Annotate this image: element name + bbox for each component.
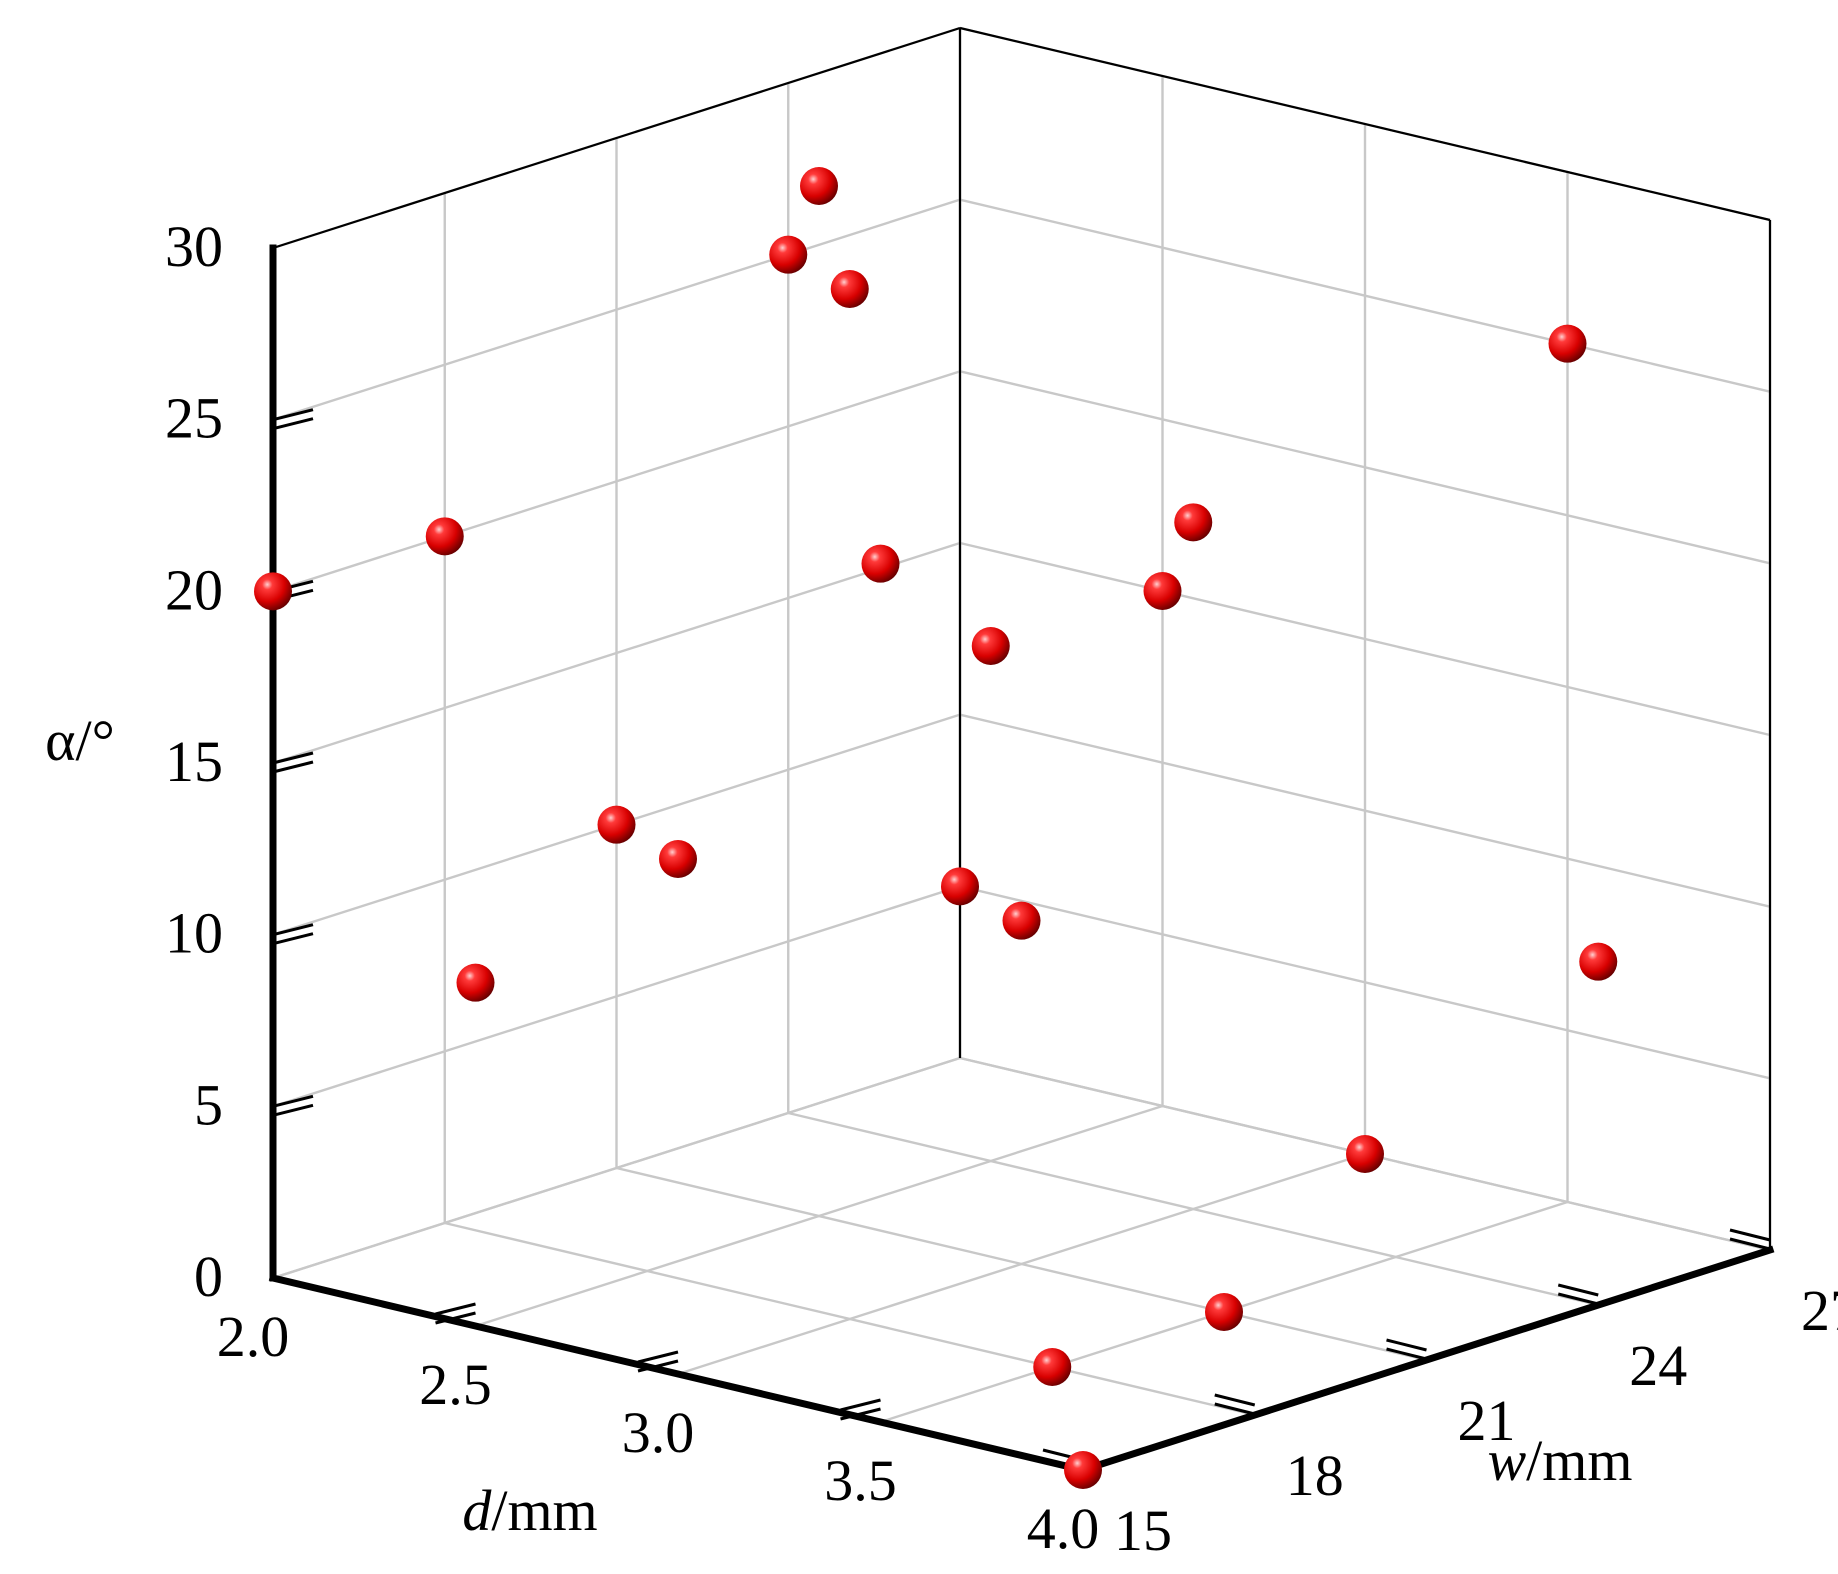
data-point-sphere: [941, 867, 979, 906]
d-tick-label: 3.0: [622, 1400, 695, 1465]
alpha-tick-label: 20: [165, 557, 223, 622]
data-point-sphere: [659, 840, 697, 878]
data-point-sphere: [456, 963, 495, 1002]
w-axis-title: w/mm: [1487, 1428, 1632, 1493]
w-tick: [1729, 1237, 1771, 1251]
labels-layer: 0510152025302.02.53.03.54.01518212427α/°…: [45, 214, 1838, 1563]
alpha-axis-title: α/°: [45, 708, 115, 773]
gridline-backwall-alpha: [959, 541, 1771, 737]
d-tick: [840, 1398, 881, 1412]
data-point-sphere: [1174, 503, 1213, 542]
data-point-sphere: [830, 270, 869, 308]
data-point-sphere: [1548, 324, 1587, 363]
data-point-sphere: [254, 572, 292, 611]
w-tick-label: 24: [1629, 1333, 1687, 1398]
d-axis-title: d/mm: [462, 1478, 597, 1543]
data-point-sphere: [1205, 1293, 1243, 1331]
w-tick-label: 15: [1114, 1498, 1172, 1563]
gridline-sidewall-alpha: [272, 370, 961, 593]
data-point-sphere: [425, 517, 464, 556]
d-tick-label: 2.0: [217, 1304, 290, 1369]
w-tick-label: 18: [1286, 1443, 1344, 1508]
data-point-sphere: [1064, 1451, 1102, 1489]
d-tick: [435, 1311, 476, 1325]
data-point-sphere: [971, 627, 1010, 665]
d-tick: [840, 1407, 881, 1421]
alpha-tick-label: 5: [194, 1072, 223, 1137]
w-tick: [1214, 1393, 1256, 1407]
box-edge: [959, 26, 1771, 222]
alpha-tick-label: 15: [165, 729, 223, 794]
d-tick-label: 3.5: [824, 1448, 897, 1513]
alpha-tick: [272, 1094, 314, 1108]
points-layer: [254, 167, 1618, 1489]
d-tick: [637, 1359, 679, 1373]
box-edge: [272, 26, 961, 250]
alpha-tick: [272, 760, 314, 774]
w-tick: [1386, 1338, 1427, 1352]
alpha-tick-label: 30: [165, 214, 223, 279]
alpha-tick: [272, 751, 314, 765]
w-tick-label: 21: [1458, 1388, 1516, 1453]
gridline-sidewall-alpha: [272, 198, 961, 421]
data-point-sphere: [1002, 901, 1041, 940]
gridline-backwall-alpha: [959, 885, 1771, 1080]
alpha-tick-label: 10: [165, 901, 223, 966]
data-point-sphere: [1579, 942, 1618, 981]
gridline-floor-w: [444, 1221, 1256, 1417]
grid-layer: [271, 26, 1772, 1472]
w-tick: [1386, 1347, 1427, 1361]
w-tick-label: 27: [1801, 1278, 1838, 1343]
w-axis-line: [1078, 1245, 1775, 1475]
gridline-backwall-alpha: [959, 370, 1771, 565]
alpha-tick-label: 0: [194, 1244, 223, 1309]
alpha-tick: [272, 932, 314, 946]
data-point-sphere: [769, 235, 808, 274]
gridline-floor-w: [787, 1111, 1599, 1307]
gridline-sidewall-alpha: [272, 541, 961, 765]
d-tick: [435, 1302, 476, 1316]
d-tick-label: 4.0: [1027, 1496, 1100, 1561]
data-point-sphere: [861, 544, 900, 583]
alpha-tick: [272, 1103, 314, 1117]
data-point-sphere: [597, 805, 636, 844]
alpha-tick: [272, 408, 314, 422]
d-axis-line: [268, 1273, 1088, 1475]
w-tick: [1557, 1292, 1599, 1306]
data-point-sphere: [1346, 1135, 1384, 1173]
w-tick: [1214, 1402, 1256, 1416]
data-point-sphere: [800, 167, 838, 205]
gridline-backwall-alpha: [959, 198, 1771, 393]
alpha-tick: [272, 417, 314, 431]
gridline-floor-w: [616, 1166, 1427, 1362]
w-tick: [1557, 1283, 1599, 1297]
d-tick-label: 2.5: [419, 1352, 492, 1417]
data-point-sphere: [1033, 1348, 1072, 1386]
data-point-sphere: [1143, 572, 1182, 610]
d-tick: [637, 1350, 679, 1364]
gridline-sidewall-alpha: [272, 885, 961, 1108]
gridline-backwall-alpha: [959, 713, 1771, 908]
alpha-tick: [272, 923, 314, 937]
alpha-tick-label: 25: [165, 386, 223, 451]
w-tick: [1729, 1228, 1771, 1242]
axes-layer: [268, 26, 1775, 1475]
